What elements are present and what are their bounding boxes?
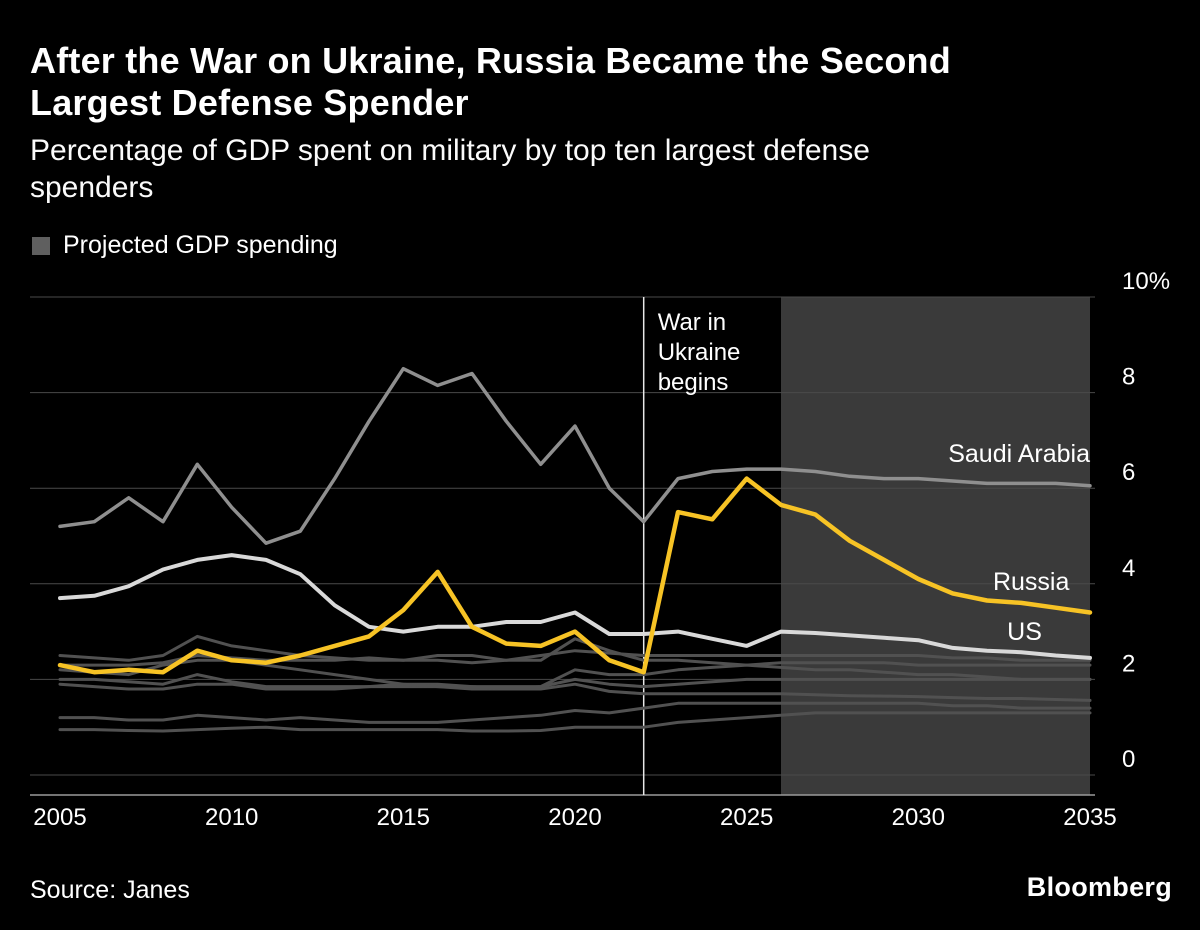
chart-header: After the War on Ukraine, Russia Became … [30, 40, 1170, 207]
legend: Projected GDP spending [32, 231, 338, 260]
y-tick-label: 4 [1122, 555, 1135, 582]
x-tick-label: 2030 [892, 804, 945, 831]
legend-label: Projected GDP spending [63, 231, 338, 259]
x-tick-label: 2005 [33, 804, 86, 831]
series-line-other-2 [58, 701, 1092, 724]
y-tick-label: 8 [1122, 364, 1135, 391]
series-line-other-4 [58, 673, 1092, 702]
projected-legend-swatch [32, 236, 50, 255]
series-label-russia: Russia [993, 568, 1070, 596]
x-tick-label: 2020 [548, 804, 601, 831]
series-line-russia [57, 476, 1093, 675]
x-tick-label: 2035 [1063, 804, 1116, 831]
series-line-us [58, 553, 1092, 660]
line-chart-svg: 0 2 4 6 8 10% 2005 2010 2015 2020 2025 2030 2035 War … [30, 268, 1170, 831]
event-annotation-line: War in [658, 309, 726, 336]
series-label-us: US [1007, 618, 1042, 646]
chart-title-line2: Largest Defense Spender [30, 81, 469, 123]
chart-area: 0 2 4 6 8 10% 2005 2010 2015 2020 2025 2030 2035 War … [0, 260, 1200, 840]
chart-title-line1: After the War on Ukraine, Russia Became … [30, 40, 951, 81]
event-annotation-line: begins [658, 369, 729, 396]
chart-subtitle-line1: Percentage of GDP spent on military by t… [30, 133, 870, 167]
y-tick-label: 6 [1122, 459, 1135, 486]
source-note: Source: Janes [30, 876, 190, 904]
x-tick-label: 2025 [720, 804, 773, 831]
y-tick-label: 10% [1122, 268, 1170, 295]
series-line-other-7 [58, 634, 1092, 681]
event-annotation-line: Ukraine [658, 339, 741, 366]
x-tick-label: 2015 [377, 804, 430, 831]
x-tick-label: 2010 [205, 804, 258, 831]
series-label-saudi-arabia: Saudi Arabia [948, 440, 1090, 468]
y-tick-label: 2 [1122, 650, 1135, 677]
series-line-other-1 [58, 711, 1092, 733]
series-line-other-3 [58, 677, 1092, 691]
chart-subtitle: Percentage of GDP spent on military by t… [30, 132, 1170, 207]
y-tick-label: 0 [1122, 746, 1135, 773]
series-line-saudi-arabia [58, 366, 1092, 545]
chart-title: After the War on Ukraine, Russia Became … [30, 40, 1170, 124]
series-line-other-6 [58, 649, 1092, 667]
projection-region [781, 297, 1090, 795]
bloomberg-logo: Bloomberg [1026, 872, 1172, 902]
chart-subtitle-line2: spenders [30, 171, 154, 204]
